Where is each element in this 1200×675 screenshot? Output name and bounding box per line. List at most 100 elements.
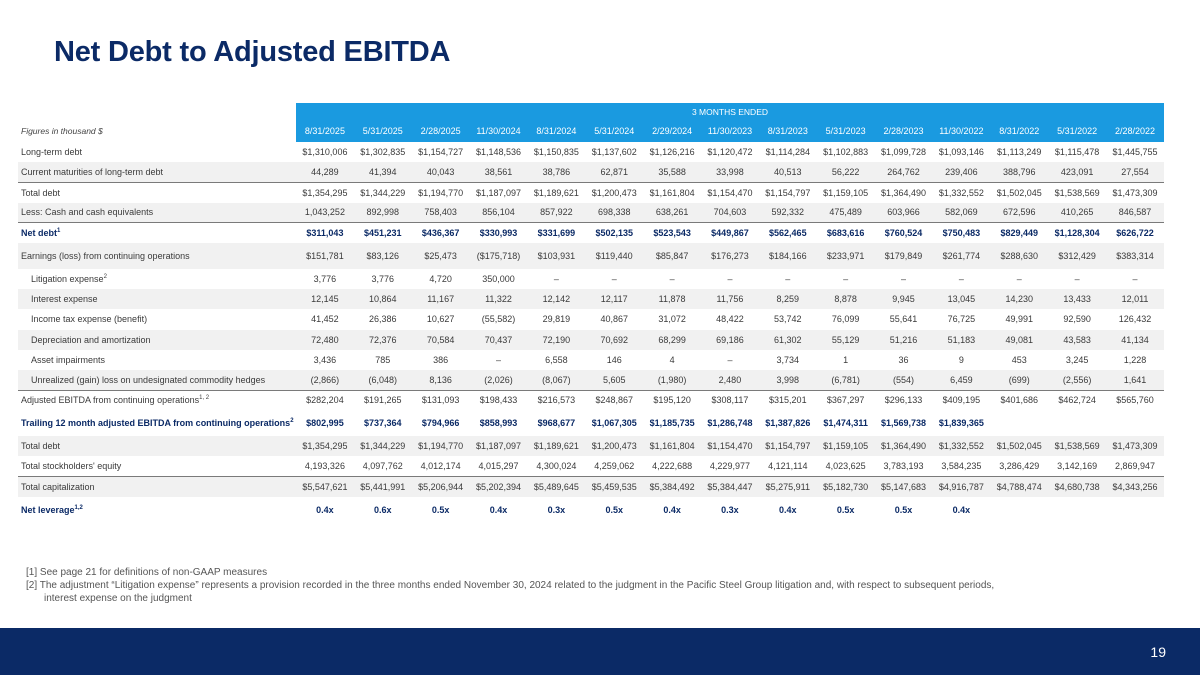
table-cell: 72,480 xyxy=(296,329,354,350)
table-row: Income tax expense (benefit) 41,452 26,386… xyxy=(18,309,1164,329)
row-label: Earnings (loss) from continuing operatio… xyxy=(18,242,296,269)
column-header: 11/30/2024 xyxy=(469,120,528,142)
row-label: Depreciation and amortization xyxy=(18,329,296,350)
table-cell: $1,502,045 xyxy=(996,187,1042,198)
table-cell: $85,847 xyxy=(643,242,702,269)
table-cell: 4,121,114 xyxy=(758,456,817,478)
table-cell: 6,558 xyxy=(545,354,568,365)
table-cell: 2,480 xyxy=(701,369,759,391)
table-cell: 4,015,297 xyxy=(469,456,528,478)
table-cell: $1,099,728 xyxy=(881,147,927,158)
table-cell: – xyxy=(958,274,964,285)
table-cell xyxy=(990,497,1048,523)
table-cell: $1,189,621 xyxy=(533,187,579,198)
table-cell: $195,120 xyxy=(653,395,691,406)
table-cell: 3,783,193 xyxy=(874,456,933,478)
table-cell: 453 xyxy=(1011,354,1027,365)
table-cell: 11,756 xyxy=(701,289,759,310)
table-cell: $151,781 xyxy=(296,242,354,269)
table-cell: $233,971 xyxy=(816,242,875,269)
table-cell: 31,072 xyxy=(658,314,686,325)
row-label-text: Total stockholders' equity xyxy=(21,461,122,472)
table-cell: 672,596 xyxy=(990,202,1049,224)
table-cell: 36 xyxy=(898,354,909,365)
page-number: 19 xyxy=(1150,644,1166,660)
table-cell: 9,945 xyxy=(874,289,933,310)
table-cell: $1,344,229 xyxy=(353,436,412,457)
table-cell: $5,182,730 xyxy=(816,476,875,497)
table-cell: $312,429 xyxy=(1048,242,1107,269)
table-row: Total capitalization $5,547,621 $5,441,991… xyxy=(18,476,1164,497)
table-cell: 0.5x xyxy=(894,504,913,515)
table-cell: $261,774 xyxy=(932,242,991,269)
table-row: Total stockholders' equity 4,193,326 4,097… xyxy=(18,456,1164,478)
row-label: Total stockholders' equity xyxy=(18,456,296,478)
column-header: 2/28/2022 xyxy=(1106,120,1164,142)
table-cell: 12,117 xyxy=(585,289,644,310)
table-cell: 3,286,429 xyxy=(990,456,1049,478)
table-cell: 38,561 xyxy=(469,162,528,183)
table-cell: 3,776 xyxy=(371,274,395,285)
table-cell: $5,489,645 xyxy=(527,476,586,497)
table-cell: $119,440 xyxy=(585,242,644,269)
footnote-ref: 1, 2 xyxy=(199,395,210,402)
row-label: Long-term debt xyxy=(18,142,296,162)
page-title: Net Debt to Adjusted EBITDA xyxy=(54,36,451,68)
row-label-text: Interest expense xyxy=(31,294,98,305)
footnote-1: [1] See page 21 for definitions of non-G… xyxy=(26,567,268,578)
footnote-2-continued: interest expense on the judgment xyxy=(44,593,192,604)
table-cell: 3,142,169 xyxy=(1048,456,1107,478)
table-cell: $1,473,309 xyxy=(1106,436,1164,457)
table-cell: $308,117 xyxy=(711,395,749,406)
table-cell: $829,449 xyxy=(1000,228,1039,239)
table-cell: – xyxy=(785,274,791,285)
table-cell: 51,216 xyxy=(874,329,933,350)
table-row: Interest expense 12,145 10,864 11,167 11,322… xyxy=(18,289,1164,310)
table-cell: $760,524 xyxy=(884,228,923,239)
table-cell: 3,584,235 xyxy=(932,456,991,478)
table-cell: $216,573 xyxy=(537,395,576,406)
table-cell: 410,265 xyxy=(1048,202,1107,224)
table-cell xyxy=(990,410,1048,436)
table-cell: 4,012,174 xyxy=(411,456,470,478)
table-cell: $5,441,991 xyxy=(353,476,412,497)
table-cell: 704,603 xyxy=(701,202,759,224)
table-cell: $4,916,787 xyxy=(932,476,991,497)
table-cell: $282,204 xyxy=(306,395,344,406)
table-cell: $1,128,304 xyxy=(1054,228,1100,239)
column-header: 5/31/2023 xyxy=(816,120,875,142)
table-row: Less: Cash and cash equivalents 1,043,252… xyxy=(18,202,1164,224)
column-header: 2/28/2023 xyxy=(874,120,933,142)
table-cell: $1,159,105 xyxy=(823,187,869,198)
table-cell: 264,762 xyxy=(874,162,933,183)
table-cell: 70,437 xyxy=(469,329,528,350)
table-row: Adjusted EBITDA from continuing operatio… xyxy=(18,390,1164,410)
table-cell: – xyxy=(1074,274,1080,285)
table-row: Total debt $1,354,295 $1,344,229 $1,194,770… xyxy=(18,436,1164,457)
table-cell: 8,878 xyxy=(816,289,875,310)
row-label: Trailing 12 month adjusted EBITDA from c… xyxy=(18,410,296,436)
table-cell: $1,067,305 xyxy=(591,418,637,429)
table-cell: $750,483 xyxy=(942,228,981,239)
table-cell: – xyxy=(611,274,617,285)
table-cell: $1,332,552 xyxy=(932,436,991,457)
row-label: Total debt xyxy=(18,182,296,202)
footnote-ref: 2 xyxy=(290,418,294,425)
table-cell: $449,867 xyxy=(711,228,749,239)
table-body: Long-term debt $1,310,006 $1,302,835 $1,154… xyxy=(18,142,1164,523)
table-cell: 4,229,977 xyxy=(701,456,759,478)
period-band-label: 3 MONTHS ENDED xyxy=(296,103,1164,120)
table-cell: $1,502,045 xyxy=(990,436,1049,457)
table-cell: 38,786 xyxy=(527,162,586,183)
table-cell: $802,995 xyxy=(306,418,344,429)
row-label-text: Less: Cash and cash equivalents xyxy=(21,207,154,218)
table-cell: $1,473,309 xyxy=(1112,187,1158,198)
table-cell: 126,432 xyxy=(1118,314,1152,325)
table-cell: $5,202,394 xyxy=(469,476,528,497)
table-row: Current maturities of long-term debt 44,2… xyxy=(18,162,1164,183)
row-label: Total debt xyxy=(18,436,296,457)
table-cell: 2,869,947 xyxy=(1106,456,1164,478)
table-cell: 350,000 xyxy=(482,274,515,285)
table-cell: 49,081 xyxy=(990,329,1049,350)
row-label-text: Total debt xyxy=(21,441,61,452)
